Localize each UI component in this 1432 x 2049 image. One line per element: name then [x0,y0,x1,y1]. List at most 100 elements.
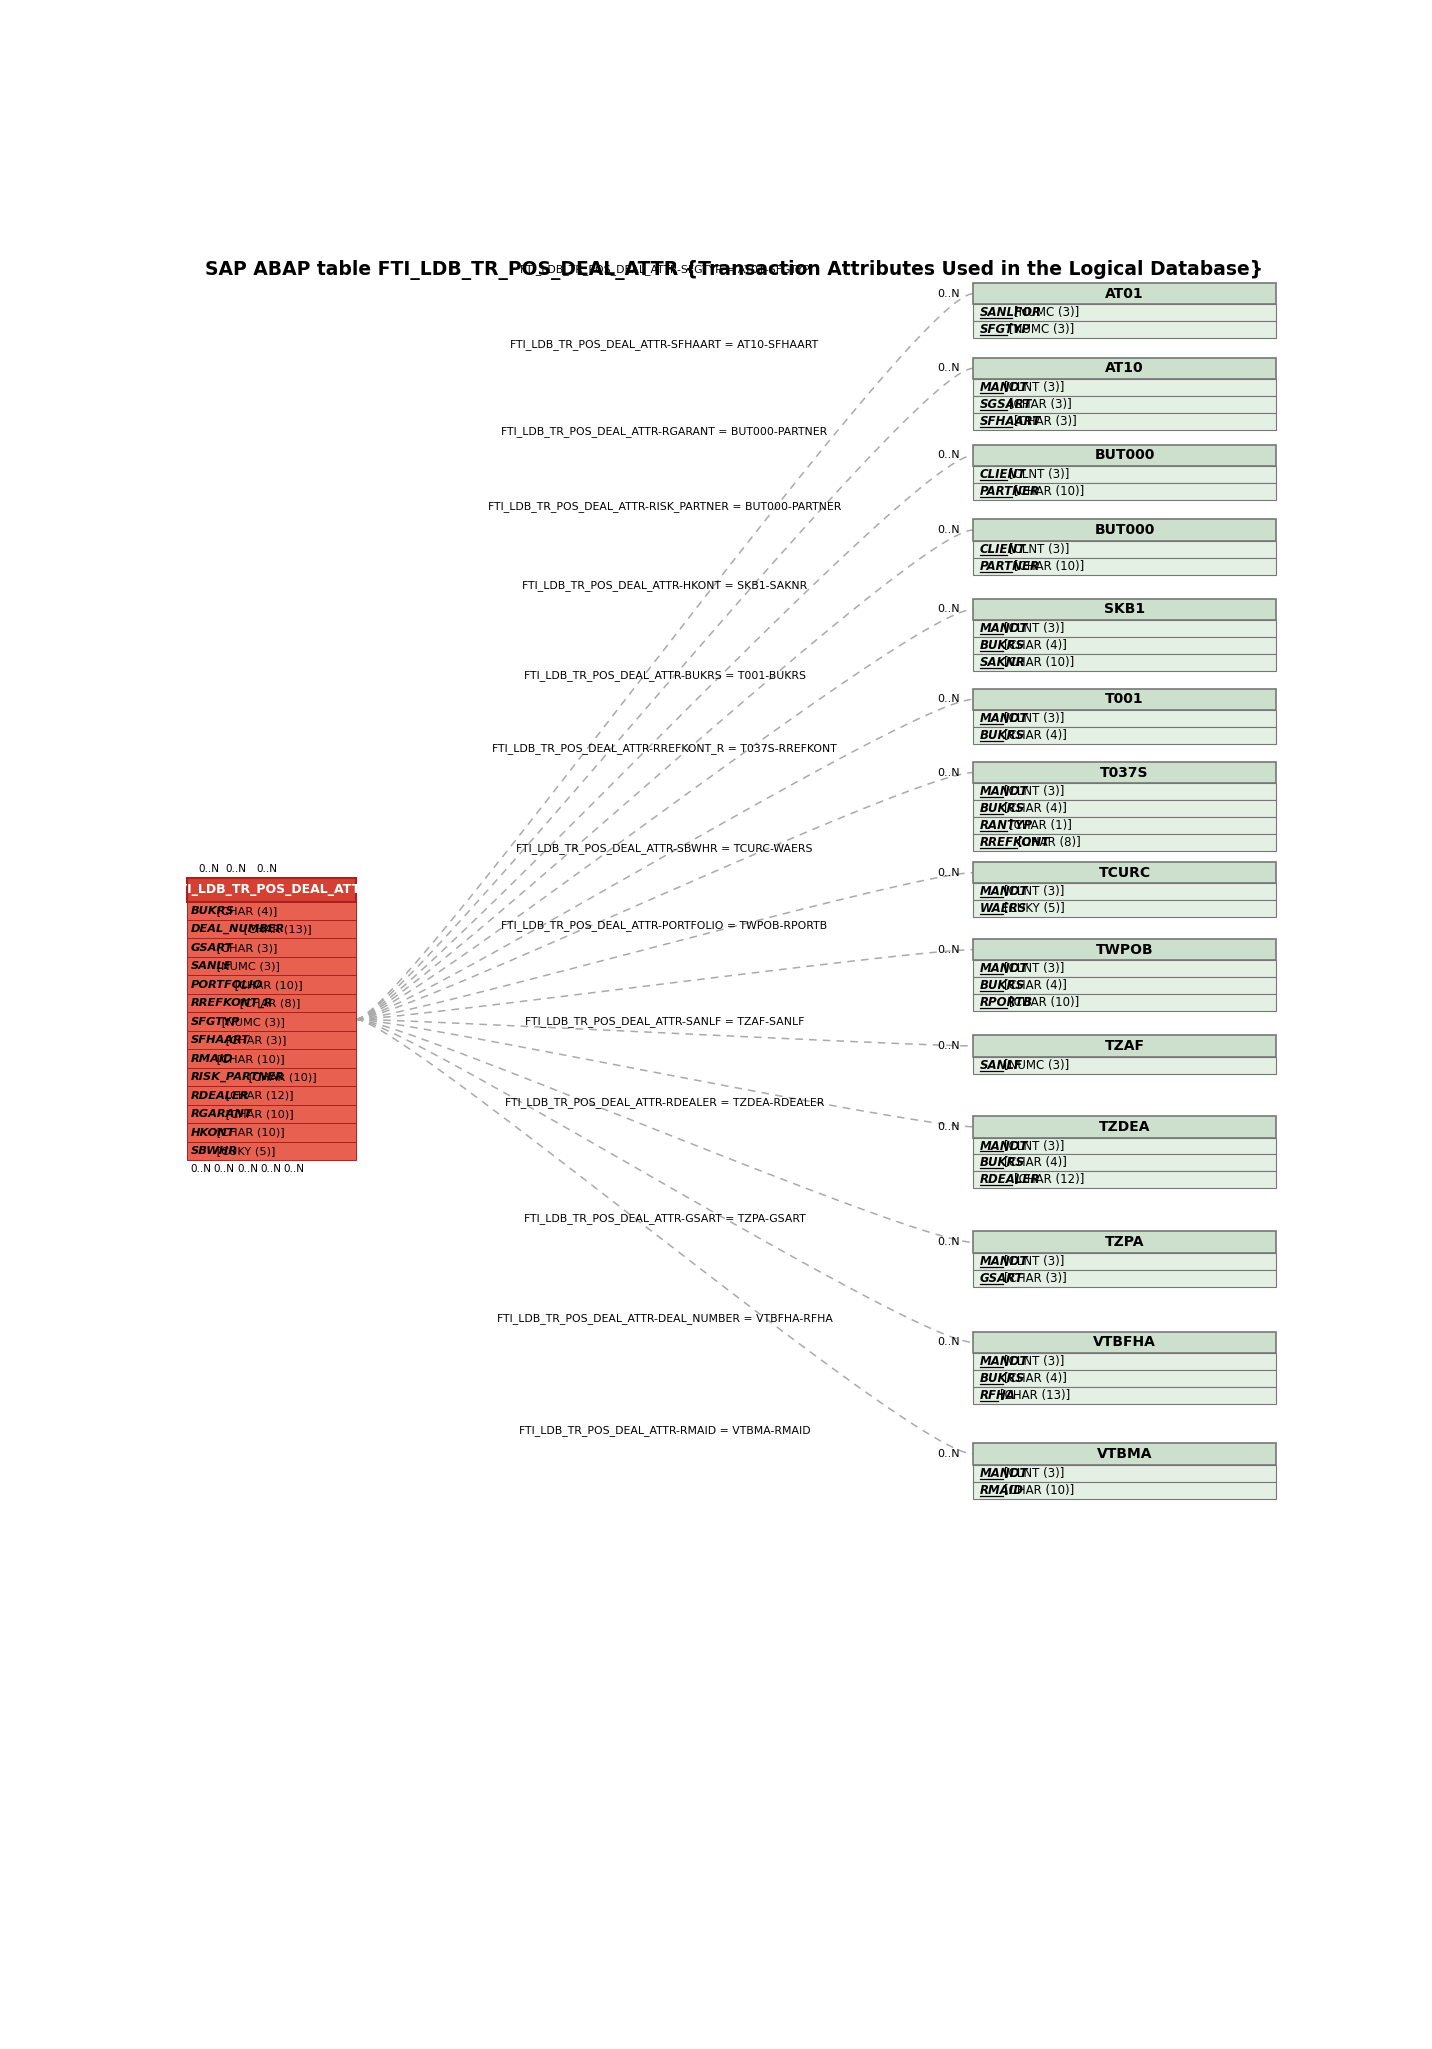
Text: RREFKONT_R: RREFKONT_R [190,998,274,1008]
Text: BUKRS: BUKRS [979,639,1025,652]
Text: [CHAR (12)]: [CHAR (12)] [1014,1174,1084,1186]
Text: BUKRS: BUKRS [979,729,1025,742]
Text: GSART: GSART [979,1272,1024,1285]
Text: AT10: AT10 [1106,361,1144,375]
Text: 0..N: 0..N [938,451,959,461]
Text: T001: T001 [1106,693,1144,707]
Text: [CHAR (3)]: [CHAR (3)] [222,1035,286,1045]
Text: [CHAR (10)]: [CHAR (10)] [213,1127,285,1137]
Text: FTI_LDB_TR_POS_DEAL_ATTR-PORTFOLIO = TWPOB-RPORTB: FTI_LDB_TR_POS_DEAL_ATTR-PORTFOLIO = TWP… [501,920,828,930]
Text: RMAID: RMAID [979,1483,1024,1496]
Text: FTI_LDB_TR_POS_DEAL_ATTR-GSART = TZPA-GSART: FTI_LDB_TR_POS_DEAL_ATTR-GSART = TZPA-GS… [524,1213,805,1223]
FancyBboxPatch shape [974,1154,1276,1172]
Text: [CHAR (10)]: [CHAR (10)] [1004,656,1074,668]
Text: [CHAR (4)]: [CHAR (4)] [1004,639,1067,652]
Text: CLIENT: CLIENT [979,467,1025,482]
Text: 0..N: 0..N [938,289,959,299]
Text: MANDT: MANDT [979,1467,1028,1479]
Text: 0..N: 0..N [938,363,959,373]
Text: [CLNT (3)]: [CLNT (3)] [1010,467,1070,482]
Text: SAP ABAP table FTI_LDB_TR_POS_DEAL_ATTR {Transaction Attributes Used in the Logi: SAP ABAP table FTI_LDB_TR_POS_DEAL_ATTR … [205,260,1263,281]
FancyBboxPatch shape [974,395,1276,414]
Text: [CHAR (10)]: [CHAR (10)] [1014,486,1084,498]
Text: HKONT: HKONT [190,1127,235,1137]
Text: [CLNT (3)]: [CLNT (3)] [1004,1254,1065,1268]
Text: MANDT: MANDT [979,963,1028,975]
Text: FTI_LDB_TR_POS_DEAL_ATTR-SFHAART = AT10-SFHAART: FTI_LDB_TR_POS_DEAL_ATTR-SFHAART = AT10-… [510,338,819,350]
FancyBboxPatch shape [974,1352,1276,1371]
Text: VTBMA: VTBMA [1097,1447,1153,1461]
FancyBboxPatch shape [974,445,1276,465]
Text: 0..N: 0..N [938,525,959,535]
Text: RDEALER: RDEALER [190,1090,249,1100]
FancyBboxPatch shape [186,1104,355,1123]
Text: T037S: T037S [1100,766,1148,779]
FancyBboxPatch shape [974,994,1276,1012]
FancyBboxPatch shape [974,688,1276,711]
Text: RGARANT: RGARANT [190,1109,252,1119]
Text: RREFKONT: RREFKONT [979,836,1050,848]
FancyBboxPatch shape [186,1049,355,1068]
FancyBboxPatch shape [974,414,1276,430]
FancyBboxPatch shape [974,1332,1276,1352]
FancyBboxPatch shape [974,465,1276,484]
Text: RPORTB: RPORTB [979,996,1032,1010]
Text: TZAF: TZAF [1104,1039,1144,1053]
Text: [CHAR (8)]: [CHAR (8)] [236,998,299,1008]
FancyBboxPatch shape [974,801,1276,818]
Text: [CHAR (10)]: [CHAR (10)] [213,1053,285,1063]
Text: SFHAART: SFHAART [979,416,1041,428]
Text: [NUMC (3)]: [NUMC (3)] [218,1016,285,1027]
Text: AT01: AT01 [1106,287,1144,301]
Text: [CLNT (3)]: [CLNT (3)] [1010,543,1070,555]
Text: SGSART: SGSART [979,398,1032,412]
FancyBboxPatch shape [186,957,355,975]
Text: MANDT: MANDT [979,713,1028,725]
Text: [CLNT (3)]: [CLNT (3)] [1004,1139,1065,1152]
Text: RANTYP: RANTYP [979,820,1032,832]
FancyBboxPatch shape [186,938,355,957]
Text: FTI_LDB_TR_POS_DEAL_ATTR-RISK_PARTNER = BUT000-PARTNER: FTI_LDB_TR_POS_DEAL_ATTR-RISK_PARTNER = … [488,500,841,512]
Text: 0..N: 0..N [213,1164,235,1174]
FancyBboxPatch shape [974,1137,1276,1154]
Text: [CLNT (3)]: [CLNT (3)] [1004,381,1065,393]
Text: [CHAR (10)]: [CHAR (10)] [245,1072,316,1082]
Text: MANDT: MANDT [979,381,1028,393]
Text: SANLF: SANLF [190,961,232,971]
Text: PORTFOLIO: PORTFOLIO [190,979,263,990]
Text: [CHAR (4)]: [CHAR (4)] [1004,979,1067,992]
FancyBboxPatch shape [974,283,1276,305]
Text: BUKRS: BUKRS [979,803,1025,816]
Text: FTI_LDB_TR_POS_DEAL_ATTR: FTI_LDB_TR_POS_DEAL_ATTR [172,883,371,897]
Text: GSART: GSART [190,943,233,953]
FancyBboxPatch shape [974,977,1276,994]
Text: MANDT: MANDT [979,785,1028,799]
Text: 0..N: 0..N [938,945,959,955]
Text: WAERS: WAERS [979,902,1027,916]
FancyBboxPatch shape [974,863,1276,883]
FancyBboxPatch shape [974,305,1276,322]
FancyBboxPatch shape [974,1442,1276,1465]
Text: SBWHR: SBWHR [190,1145,238,1156]
FancyBboxPatch shape [974,834,1276,850]
FancyBboxPatch shape [974,762,1276,783]
FancyBboxPatch shape [186,1123,355,1141]
FancyBboxPatch shape [974,654,1276,670]
FancyBboxPatch shape [974,883,1276,900]
FancyBboxPatch shape [974,484,1276,500]
Text: MANDT: MANDT [979,1354,1028,1369]
Text: MANDT: MANDT [979,1139,1028,1152]
FancyBboxPatch shape [974,357,1276,379]
Text: SFGTYP: SFGTYP [190,1016,241,1027]
Text: BUKRS: BUKRS [979,1373,1025,1385]
Text: FTI_LDB_TR_POS_DEAL_ATTR-RMAID = VTBMA-RMAID: FTI_LDB_TR_POS_DEAL_ATTR-RMAID = VTBMA-R… [518,1424,811,1436]
FancyBboxPatch shape [974,379,1276,395]
FancyBboxPatch shape [974,938,1276,961]
Text: FTI_LDB_TR_POS_DEAL_ATTR-SBWHR = TCURC-WAERS: FTI_LDB_TR_POS_DEAL_ATTR-SBWHR = TCURC-W… [517,844,813,854]
Text: TZPA: TZPA [1104,1236,1144,1250]
Text: FTI_LDB_TR_POS_DEAL_ATTR-DEAL_NUMBER = VTBFHA-RFHA: FTI_LDB_TR_POS_DEAL_ATTR-DEAL_NUMBER = V… [497,1313,832,1324]
Text: 0..N: 0..N [284,1164,305,1174]
Text: 0..N: 0..N [938,604,959,615]
FancyBboxPatch shape [974,1387,1276,1404]
Text: 0..N: 0..N [238,1164,258,1174]
